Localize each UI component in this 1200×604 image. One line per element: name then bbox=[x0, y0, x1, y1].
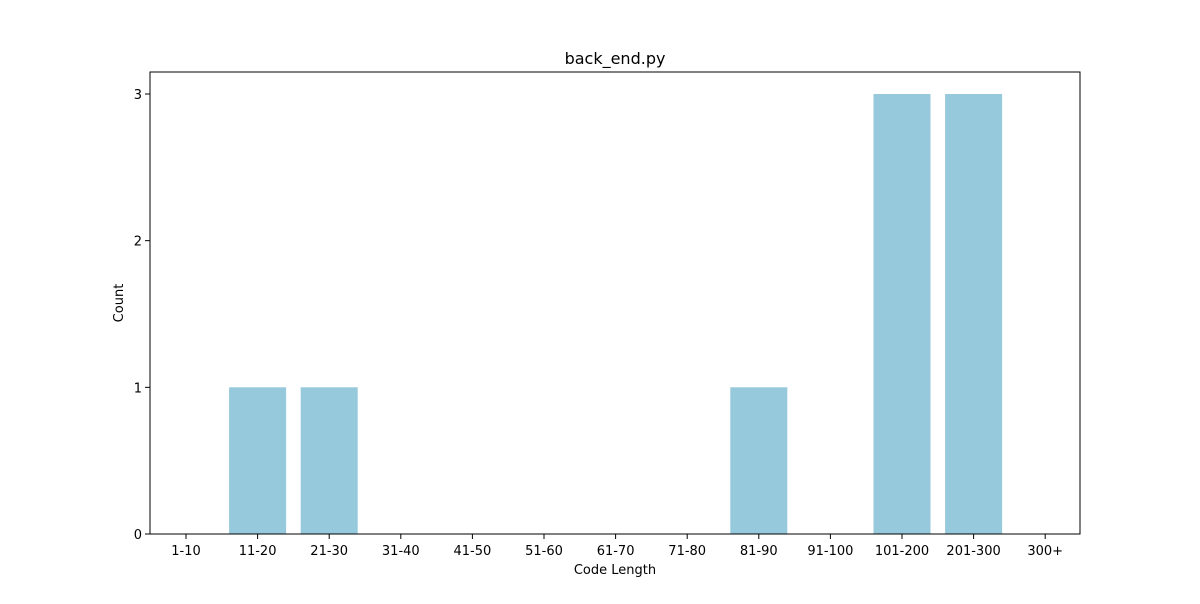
plot-area-frame bbox=[149, 71, 1081, 535]
bar-101-200 bbox=[873, 94, 931, 534]
y-tick-label: 2 bbox=[134, 235, 142, 250]
y-tick-label: 1 bbox=[134, 381, 142, 396]
x-tick-label: 91-100 bbox=[807, 544, 853, 559]
x-tick-label: 201-300 bbox=[946, 544, 1000, 559]
x-tick-label: 31-40 bbox=[382, 544, 420, 559]
y-axis-label: Count bbox=[112, 284, 127, 323]
y-tick-label: 3 bbox=[134, 88, 142, 103]
y-axis-ticks: 0 1 2 3 bbox=[134, 88, 150, 543]
x-tick-label: 101-200 bbox=[875, 544, 929, 559]
x-tick-label: 300+ bbox=[1027, 544, 1063, 559]
x-axis-label: Code Length bbox=[574, 563, 656, 578]
chart-title: back_end.py bbox=[565, 49, 666, 69]
x-tick-label: 21-30 bbox=[310, 544, 348, 559]
x-axis-ticks: 1-10 11-20 21-30 31-40 41-50 51-60 61-70 71-80 8… bbox=[171, 534, 1063, 559]
bar-21-30 bbox=[300, 387, 358, 534]
x-tick-label: 11-20 bbox=[239, 544, 277, 559]
bar-81-90 bbox=[730, 387, 788, 534]
x-tick-label: 51-60 bbox=[525, 544, 563, 559]
x-tick-label: 71-80 bbox=[668, 544, 706, 559]
bars-group bbox=[229, 94, 1003, 534]
x-tick-label: 1-10 bbox=[171, 544, 201, 559]
x-tick-label: 61-70 bbox=[597, 544, 635, 559]
bar-11-20 bbox=[229, 387, 287, 534]
y-tick-label: 0 bbox=[134, 528, 142, 543]
x-tick-label: 81-90 bbox=[740, 544, 778, 559]
x-tick-label: 41-50 bbox=[454, 544, 492, 559]
bar-201-300 bbox=[945, 94, 1003, 534]
